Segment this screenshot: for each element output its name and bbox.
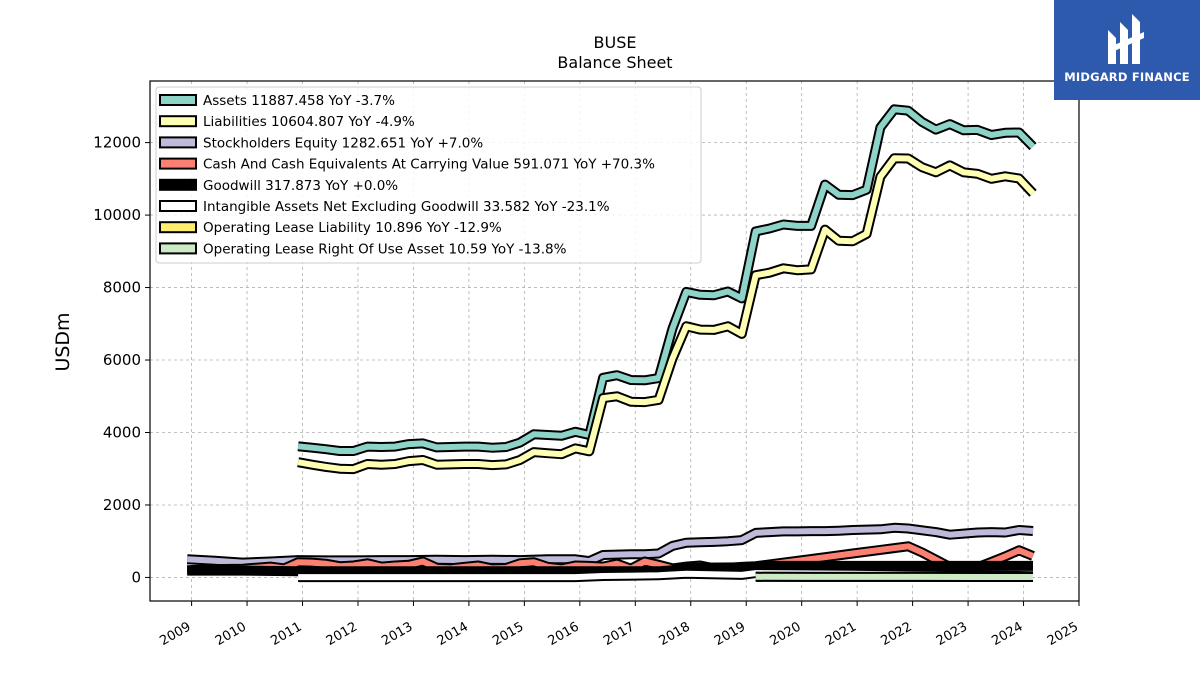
x-tick-label: 2013: [379, 619, 415, 649]
series-4: [187, 560, 1033, 577]
legend-entry: Operating Lease Liability 10.896 YoY -12…: [203, 220, 502, 236]
legend-entry: Liabilities 10604.807 YoY -4.9%: [203, 114, 415, 130]
y-tick-label: 10000: [93, 206, 141, 224]
legend-entry: Assets 11887.458 YoY -3.7%: [203, 93, 395, 109]
x-tick-label: 2015: [490, 619, 526, 649]
legend-swatch: [159, 94, 197, 106]
plot-frame: [149, 80, 1080, 602]
legend-entry: Operating Lease Right Of Use Asset 10.59…: [203, 241, 567, 257]
series-0: [297, 104, 1037, 456]
legend-entry: Stockholders Equity 1282.651 YoY +7.0%: [203, 135, 483, 151]
logo-mark-icon: [1108, 14, 1144, 64]
y-tick-label: 4000: [103, 423, 141, 441]
y-axis-ticks: 0 2000 4000 6000 8000 10000 12000: [93, 134, 150, 586]
x-tick-label: 2009: [157, 619, 193, 649]
legend-swatch: [159, 115, 197, 128]
y-tick-label: 8000: [103, 279, 141, 297]
series-3: [187, 541, 1035, 576]
legend-entry: Intangible Assets Net Excluding Goodwill…: [203, 199, 610, 215]
x-tick-label: 2021: [823, 619, 859, 649]
x-tick-label: 2023: [934, 619, 970, 649]
x-tick-label: 2022: [878, 619, 914, 649]
legend-swatch: [159, 178, 197, 191]
legend-swatch: [159, 136, 197, 149]
x-axis-ticks: 2009 2010 2011 2012 2013 2014 2015 2016 2017 2018…: [157, 601, 1081, 649]
x-tick-label: 2016: [546, 619, 582, 649]
series-line: [297, 106, 1036, 454]
legend-entry: Goodwill 317.873 YoY +0.0%: [203, 178, 398, 194]
logo-text: MIDGARD FINANCE: [1064, 70, 1190, 84]
x-tick-label: 2018: [657, 619, 693, 649]
legend-swatch: [159, 221, 197, 234]
legend-box: [155, 86, 702, 264]
x-tick-label: 2011: [268, 619, 304, 649]
series-line: [187, 543, 1035, 574]
legend-swatch: [159, 200, 197, 212]
midgard-finance-logo: MIDGARD FINANCE: [1054, 0, 1200, 100]
x-tick-label: 2012: [324, 619, 360, 649]
x-tick-label: 2017: [601, 619, 637, 649]
legend: Assets 11887.458 YoY -3.7% Liabilities 10…: [155, 86, 702, 264]
legend-swatch: [159, 157, 197, 170]
series-1: [297, 153, 1037, 475]
legend-swatch: [159, 242, 197, 255]
x-tick-label: 2020: [768, 619, 804, 649]
x-tick-label: 2024: [989, 619, 1025, 649]
x-tick-label: 2014: [435, 619, 471, 649]
y-axis-label: USDm: [52, 312, 74, 371]
series-line: [297, 155, 1036, 473]
y-tick-label: 6000: [103, 351, 141, 369]
y-tick-label: 0: [131, 568, 141, 586]
series-lines: [186, 104, 1037, 583]
legend-entry: Cash And Cash Equivalents At Carrying Va…: [203, 157, 655, 173]
chart-subtitle: Balance Sheet: [557, 53, 672, 72]
x-tick-label: 2025: [1045, 619, 1081, 649]
y-tick-label: 2000: [103, 496, 141, 514]
chart-title: BUSE: [594, 33, 637, 52]
series-line: [187, 562, 1033, 575]
x-tick-label: 2019: [712, 619, 748, 649]
y-tick-label: 12000: [93, 134, 141, 152]
x-tick-label: 2010: [213, 619, 249, 649]
